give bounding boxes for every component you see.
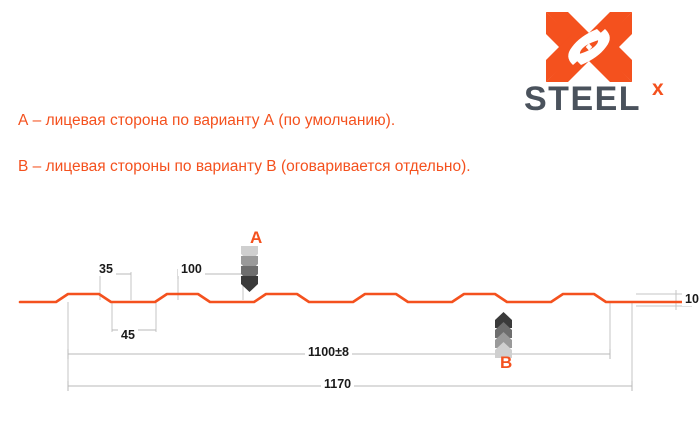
caption-variant-b: В – лицевая стороны по варианту В (огова… [18, 158, 471, 175]
brand-logo: STEEL x [524, 12, 690, 118]
marker-label-b: В [500, 353, 513, 372]
extension-lines [67, 272, 692, 388]
sheet-profile-path [18, 292, 684, 304]
wordmark-x-superscript: x [652, 77, 664, 100]
dimension-label-height: 10 [682, 292, 700, 306]
dimension-label-rib-top-width: 35 [96, 262, 116, 276]
dimension-lines [67, 269, 633, 391]
dimension-label-pitch: 100 [178, 262, 205, 276]
marker-label-a: А [250, 228, 263, 247]
caption-variant-a: А – лицевая сторона по варианту А (по ум… [18, 112, 396, 129]
brand-wordmark: STEEL x [524, 78, 690, 118]
dimension-label-total-width: 1170 [321, 377, 355, 391]
steelx-x-monogram-icon [546, 12, 632, 82]
marker-b-chevron-up-stack-icon [495, 312, 512, 358]
marker-a-chevron-down-stack-icon [241, 246, 258, 292]
dimension-label-useful-width: 1100±8 [305, 345, 352, 359]
wordmark-steel: STEEL [524, 80, 642, 118]
dimension-label-valley-width: 45 [118, 328, 138, 342]
